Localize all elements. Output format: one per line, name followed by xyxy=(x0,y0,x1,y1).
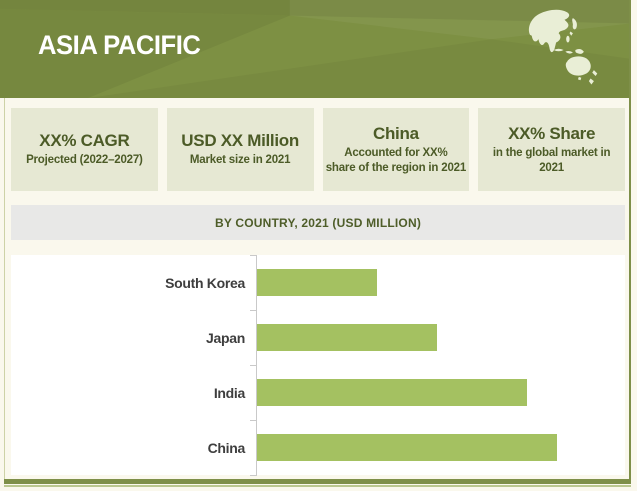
frame-left-border xyxy=(4,98,5,480)
stat-card-subtitle: Projected (2022–2027) xyxy=(26,154,143,167)
stat-card-market-size: USD XX Million Market size in 2021 xyxy=(166,108,314,191)
category-label: China xyxy=(207,439,246,456)
bar-row: Japan xyxy=(11,310,625,365)
axis-tick xyxy=(250,255,256,256)
stat-cards-row: XX% CAGR Projected (2022–2027) USD XX Mi… xyxy=(11,108,625,191)
stat-card-china-share: China Accounted for XX% share of the reg… xyxy=(322,108,470,191)
bar-india xyxy=(257,379,527,406)
stat-card-subtitle: Market size in 2021 xyxy=(189,154,291,167)
bar-chart: South Korea Japan India China xyxy=(11,255,625,476)
asia-pacific-map-icon xyxy=(528,9,598,85)
chart-title-bar: BY COUNTRY, 2021 (USD MILLION) xyxy=(11,205,625,240)
axis-tick xyxy=(250,420,256,421)
stat-card-title: USD XX Million xyxy=(181,131,299,151)
stat-card-subtitle: Accounted for XX% share of the region in… xyxy=(325,146,467,174)
stat-card-title: China xyxy=(373,123,419,143)
bar-south-korea xyxy=(257,269,377,296)
bar-china xyxy=(257,434,557,461)
region-title: ASIA PACIFIC xyxy=(38,30,201,60)
frame-bottom-border xyxy=(4,479,631,484)
category-label: India xyxy=(213,384,245,401)
category-label: Japan xyxy=(206,329,245,346)
chart-y-axis xyxy=(256,255,257,476)
chart-title: BY COUNTRY, 2021 (USD MILLION) xyxy=(214,215,422,230)
stat-card-global-share: XX% Share in the global market in 2021 xyxy=(478,108,625,191)
frame-right-border xyxy=(629,0,631,480)
category-label: South Korea xyxy=(165,274,245,291)
stat-card-cagr: XX% CAGR Projected (2022–2027) xyxy=(11,108,158,191)
bar-row: South Korea xyxy=(11,255,625,310)
stat-card-title: XX% Share xyxy=(508,123,596,143)
region-banner: ASIA PACIFIC xyxy=(0,0,630,98)
axis-tick xyxy=(250,310,256,311)
bar-row: India xyxy=(11,365,625,420)
bar-japan xyxy=(257,324,437,351)
axis-tick xyxy=(250,475,256,476)
stat-card-subtitle: in the global market in 2021 xyxy=(492,146,611,174)
frame-bottom-border-light xyxy=(4,485,631,487)
stat-card-title: XX% CAGR xyxy=(39,131,130,151)
axis-tick xyxy=(250,365,256,366)
bar-row: China xyxy=(11,420,625,475)
